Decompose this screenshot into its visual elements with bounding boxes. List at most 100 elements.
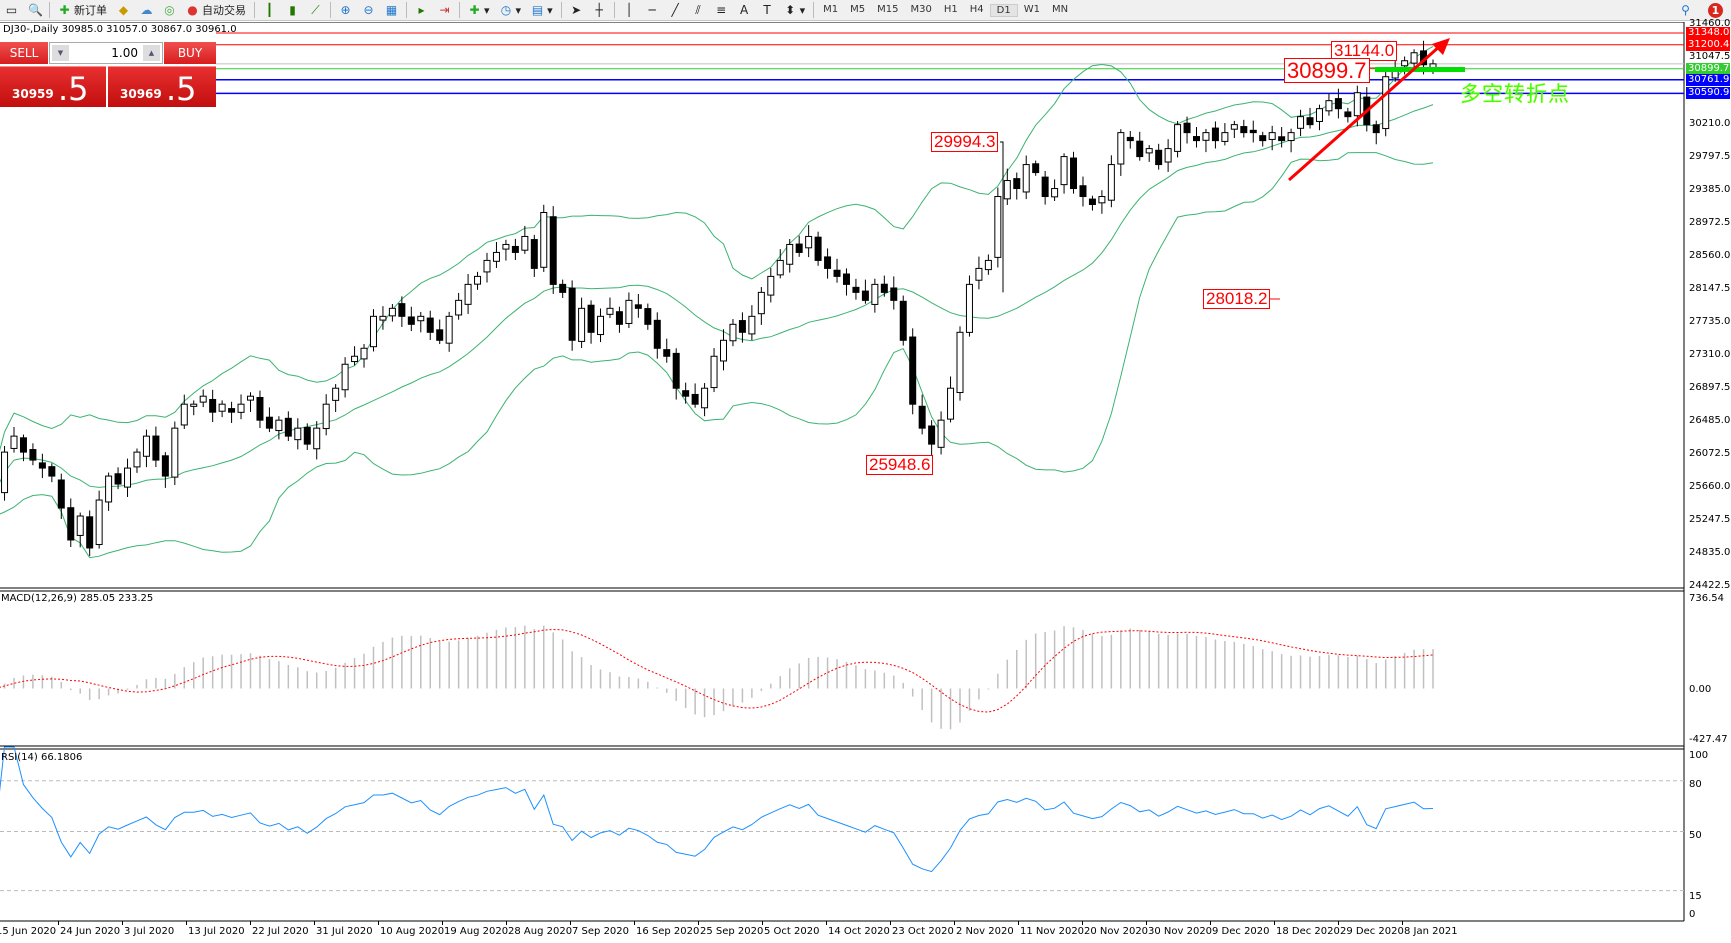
line-chart-button[interactable]: ⟋ — [304, 0, 327, 20]
bullish-candle — [218, 403, 226, 412]
search-icon[interactable]: ⚲ — [1681, 2, 1690, 17]
lot-decrease-icon[interactable]: ▼ — [52, 45, 69, 61]
bearish-candle — [67, 507, 75, 541]
bar-chart-button[interactable]: ┃ — [258, 0, 281, 20]
date-tick: 23 Oct 2020 — [892, 926, 954, 937]
bullish-candle — [180, 403, 188, 426]
chart-shift-button[interactable]: ⇥ — [433, 0, 456, 20]
channel-tool[interactable]: ⫽ — [687, 0, 710, 20]
lot-size-value[interactable]: 1.00 — [111, 46, 138, 60]
metaeditor-button[interactable]: ◆ — [112, 0, 135, 20]
trendline-tool[interactable]: ╱ — [664, 0, 687, 20]
bearish-candle — [691, 393, 699, 405]
timeframe-m15[interactable]: M15 — [877, 3, 899, 15]
bearish-candle — [1155, 149, 1163, 166]
timeframe-mn[interactable]: MN — [1051, 3, 1069, 15]
timeframe-h4[interactable]: H4 — [969, 3, 984, 15]
bearish-candle — [1306, 117, 1314, 126]
text-label-icon: T — [763, 2, 771, 17]
vertical-line-tool[interactable]: │ — [618, 0, 641, 20]
separator — [459, 2, 460, 18]
bullish-candle — [1003, 180, 1011, 200]
timeframe-m1[interactable]: M1 — [823, 3, 839, 15]
bearish-candle — [530, 239, 538, 269]
timeframe-w1[interactable]: W1 — [1023, 3, 1040, 15]
bearish-candle — [284, 417, 292, 437]
magnifier-icon: 🔍 — [28, 2, 43, 17]
zoom-out-button[interactable]: ⊖ — [357, 0, 380, 20]
periods-button[interactable]: ◷ ▾ — [500, 2, 522, 17]
arrows-tool[interactable]: ⬍ ▾ — [785, 2, 806, 17]
bearish-candle — [161, 455, 169, 477]
text-tool[interactable]: A — [733, 0, 756, 20]
zoom-in-button[interactable]: ⊕ — [334, 0, 357, 20]
candle-chart-button[interactable]: ▮ — [281, 0, 304, 20]
auto-trading-icon: ● — [187, 2, 198, 17]
indicators-button[interactable]: ✚ ▾ — [469, 2, 490, 17]
low-price-label[interactable]: 25948.6 — [866, 455, 934, 475]
buy-price-button[interactable]: 30969 .5 — [108, 66, 216, 107]
bullish-candle — [332, 387, 340, 401]
notification-badge[interactable]: 1 — [1708, 2, 1723, 18]
bearish-candle — [436, 329, 444, 341]
zoom-window-button[interactable]: 🔍 — [23, 0, 46, 20]
bullish-candle — [994, 196, 1002, 258]
bullish-candle — [492, 251, 500, 262]
crosshair-tool[interactable]: ┼ — [588, 0, 611, 20]
pivot-price-label[interactable]: 30899.7 — [1284, 58, 1370, 84]
sell-price-button[interactable]: 30959 .5 — [0, 66, 106, 107]
buy-button[interactable]: BUY — [164, 42, 216, 64]
bullish-candle — [1, 451, 9, 494]
rsi-level-0: 0 — [1689, 909, 1696, 920]
data-button[interactable]: ☁ — [135, 0, 158, 20]
plus-icon: ✚ — [59, 2, 70, 17]
horizontal-line-tool[interactable]: ─ — [641, 0, 664, 20]
price-label-28018[interactable]: 28018.2 — [1203, 289, 1271, 309]
timeframe-m30[interactable]: M30 — [910, 3, 932, 15]
new-order-button[interactable]: ✚ 新订单 — [53, 0, 112, 20]
bearish-candle — [653, 319, 661, 349]
lot-increase-icon[interactable]: ▲ — [143, 45, 160, 61]
bearish-candle — [663, 349, 671, 357]
cursor-tool[interactable]: ➤ — [565, 0, 588, 20]
sell-button[interactable]: SELL — [0, 42, 48, 64]
macd-signal-line — [0, 628, 1434, 713]
date-tick-mark — [698, 921, 699, 925]
date-tick: 10 Aug 2020 — [380, 926, 445, 937]
date-tick: 19 Aug 2020 — [444, 926, 509, 937]
price-label-29994[interactable]: 29994.3 — [931, 132, 999, 152]
tile-windows-button[interactable]: ▦ — [380, 0, 403, 20]
bullish-candle — [701, 387, 709, 409]
bearish-candle — [1126, 136, 1134, 142]
bearish-candle — [928, 425, 936, 445]
templates-button[interactable]: ▤ ▾ — [531, 2, 553, 17]
date-tick-mark — [186, 921, 187, 925]
bearish-candle — [48, 466, 56, 477]
timeframe-d1[interactable]: D1 — [989, 3, 1018, 17]
label-tool[interactable]: T — [756, 0, 779, 20]
bearish-candle — [1088, 198, 1096, 206]
turning-point-note[interactable]: 多空转折点 — [1460, 82, 1570, 106]
date-tick: 15 Jun 2020 — [0, 926, 57, 937]
date-tick: 20 Nov 2020 — [1084, 926, 1149, 937]
bullish-candle — [786, 243, 794, 265]
chart-canvas[interactable] — [0, 22, 1731, 943]
auto-trading-button[interactable]: ● 自动交易 — [181, 0, 251, 20]
signal-button[interactable]: ◎ — [158, 0, 181, 20]
timeframe-h1[interactable]: H1 — [943, 3, 958, 15]
bearish-candle — [86, 516, 94, 549]
price-tick: 28147.5 — [1689, 282, 1731, 294]
new-chart-button[interactable]: ▭ — [0, 0, 23, 20]
lot-size-field[interactable]: ▼ 1.00 ▲ — [49, 42, 163, 64]
fibonacci-tool[interactable]: ≡ — [710, 0, 733, 20]
rsi-line — [0, 746, 1434, 873]
autoscroll-button[interactable]: ▸ — [410, 0, 433, 20]
bullish-candle — [937, 419, 945, 448]
bullish-candle — [871, 283, 879, 305]
timeframe-m5[interactable]: M5 — [850, 3, 866, 15]
bullish-candle — [275, 419, 283, 432]
bullish-candle — [1060, 156, 1068, 186]
price-level-tag: 30761.9 — [1686, 73, 1730, 86]
price-tick: 25247.5 — [1689, 514, 1731, 526]
high-price-label[interactable]: 31144.0 — [1331, 41, 1398, 61]
